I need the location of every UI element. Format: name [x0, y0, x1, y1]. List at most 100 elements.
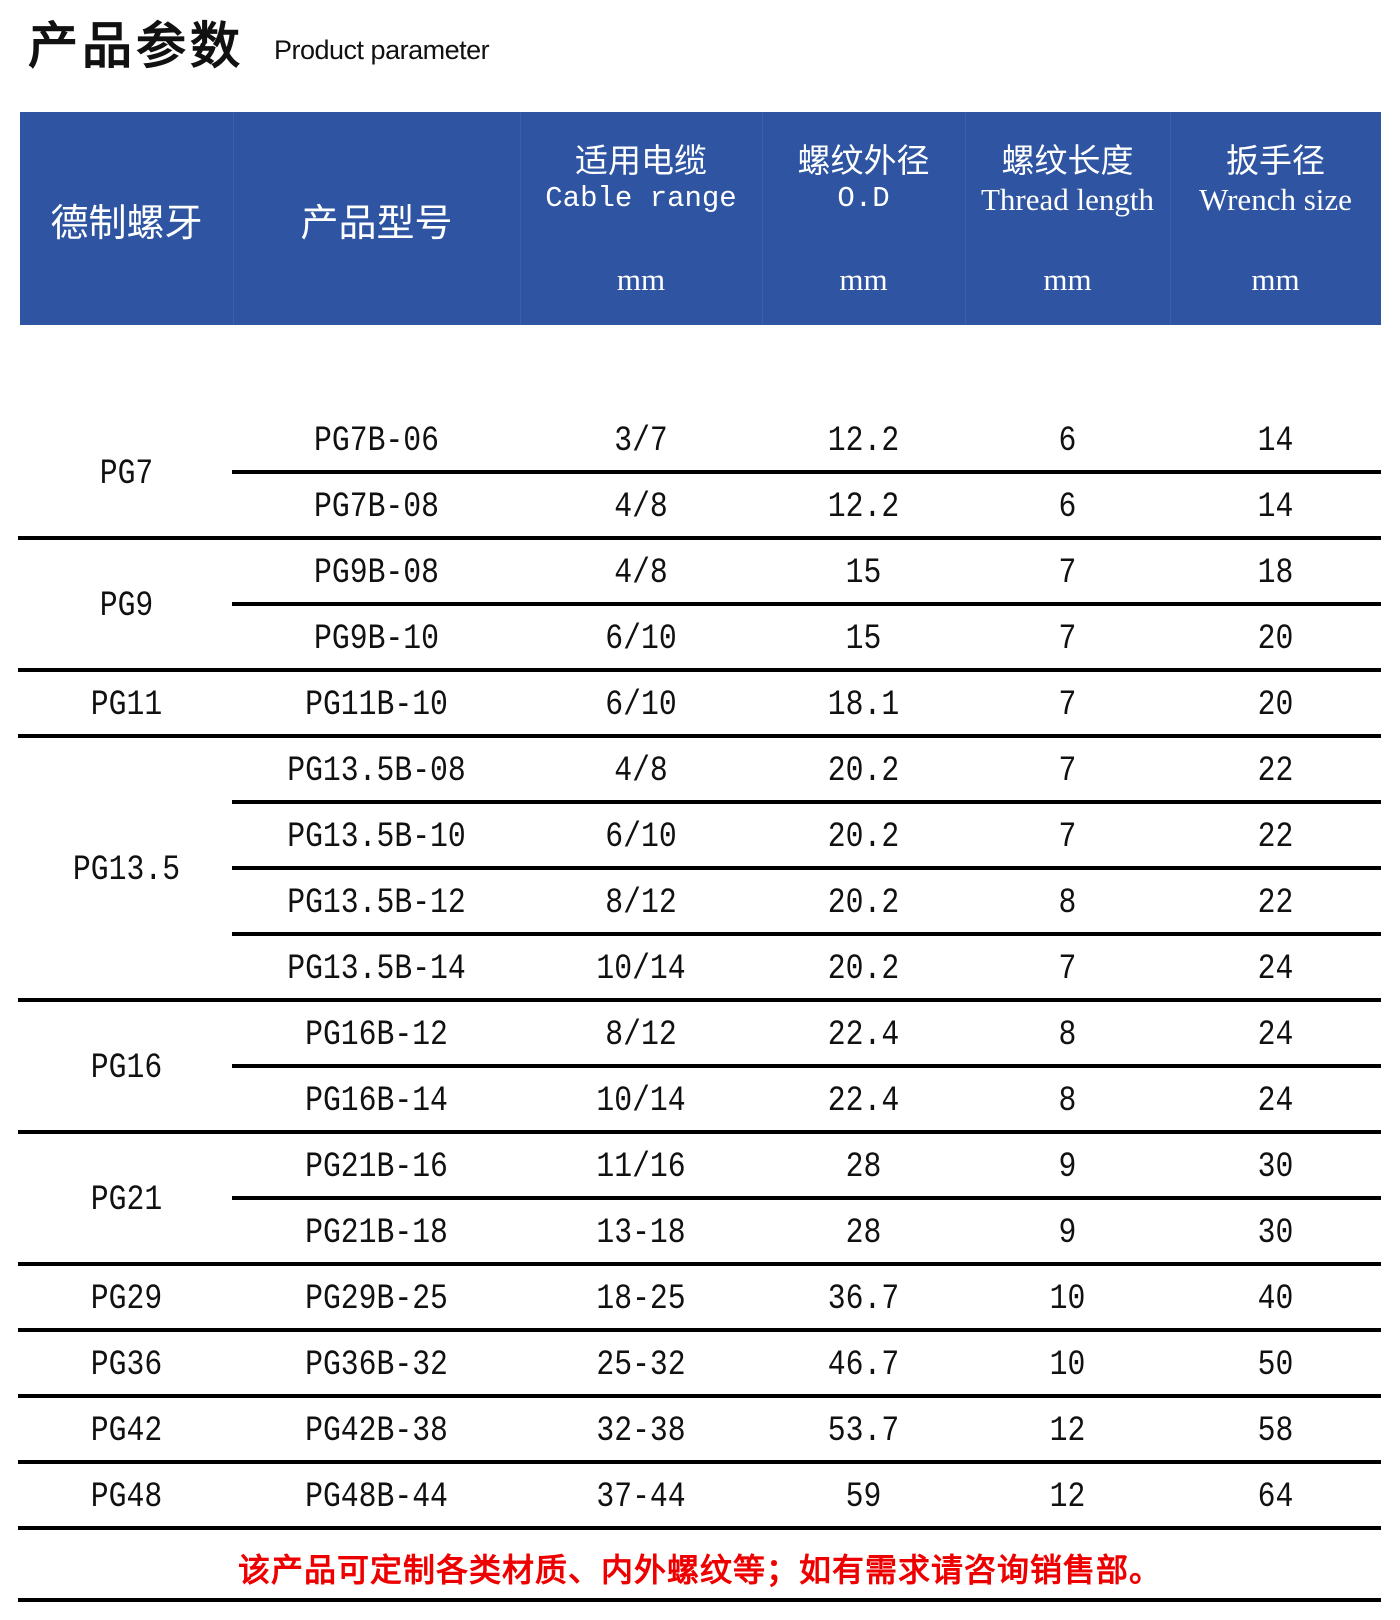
table-row: PG7B-08 4/8 12.2 6 14 [0, 474, 1400, 540]
cell-od: 28 [845, 1213, 882, 1253]
group-divider [18, 1130, 1381, 1134]
row-divider [232, 800, 1381, 804]
header-thread-length: 螺纹长度 Thread length mm [965, 112, 1171, 325]
table-row: PG29B-25 18-25 36.7 10 40 [0, 1266, 1400, 1332]
cell-cable: 25-32 [596, 1345, 686, 1385]
cell-model: PG13.5B-12 [287, 883, 466, 923]
cell-od: 20.2 [827, 817, 900, 857]
row-divider [232, 470, 1381, 474]
cell-od: 12.2 [827, 421, 900, 461]
cell-wrench: 14 [1257, 421, 1294, 461]
cell-length: 12 [1049, 1477, 1086, 1517]
thread-group-label: PG16 [90, 1048, 163, 1088]
cell-model: PG21B-18 [305, 1213, 448, 1253]
header-thread-length-en: Thread length [980, 182, 1154, 217]
cell-length: 7 [1058, 817, 1077, 857]
header-cable-en: Cable range [545, 182, 737, 215]
cell-od: 46.7 [827, 1345, 900, 1385]
cell-cable: 4/8 [614, 751, 668, 791]
cell-wrench: 24 [1257, 1081, 1294, 1121]
group-divider [18, 1328, 1381, 1332]
table-row: PG11B-10 6/10 18.1 7 20 [0, 672, 1400, 738]
table-row: PG21B-18 13-18 28 9 30 [0, 1200, 1400, 1266]
group-divider [18, 1460, 1381, 1464]
header-wrench-cn: 扳手径 [1226, 141, 1325, 180]
cell-od: 20.2 [827, 883, 900, 923]
table-row: PG42B-38 32-38 53.7 12 58 [0, 1398, 1400, 1464]
cell-model: PG36B-32 [305, 1345, 448, 1385]
title-en: Product parameter [274, 35, 490, 65]
cell-cable: 3/7 [614, 421, 668, 461]
cell-wrench: 22 [1257, 751, 1294, 791]
cell-od: 18.1 [827, 685, 900, 725]
table-row: PG13.5B-14 10/14 20.2 7 24 [0, 936, 1400, 1002]
page-title: 产品参数 Product parameter [28, 14, 490, 78]
cell-model: PG16B-14 [305, 1081, 448, 1121]
cell-cable: 11/16 [596, 1147, 686, 1187]
table-row: PG9B-08 4/8 15 7 18 [0, 540, 1400, 606]
group-divider [18, 1526, 1381, 1530]
table-row: PG21B-16 11/16 28 9 30 [0, 1134, 1400, 1200]
cell-cable: 10/14 [596, 949, 686, 989]
cell-od: 15 [845, 553, 882, 593]
cell-cable: 13-18 [596, 1213, 686, 1253]
cell-wrench: 22 [1257, 817, 1294, 857]
cell-cable: 4/8 [614, 553, 668, 593]
cell-model: PG21B-16 [305, 1147, 448, 1187]
group-divider [18, 668, 1381, 672]
table-header: 德制螺牙 产品型号 适用电缆 Cable range mm 螺纹外径 O.D m… [20, 112, 1381, 325]
cell-wrench: 40 [1257, 1279, 1294, 1319]
header-cable: 适用电缆 Cable range mm [520, 112, 763, 325]
cell-wrench: 24 [1257, 1015, 1294, 1055]
cell-length: 7 [1058, 619, 1077, 659]
row-divider [232, 866, 1381, 870]
thread-group-label: PG29 [90, 1279, 163, 1319]
cell-model: PG11B-10 [305, 685, 448, 725]
table-row: PG13.5B-08 4/8 20.2 7 22 [0, 738, 1400, 804]
cell-wrench: 30 [1257, 1147, 1294, 1187]
cell-od: 36.7 [827, 1279, 900, 1319]
header-thread-length-cn: 螺纹长度 [1001, 141, 1134, 180]
cell-model: PG13.5B-14 [287, 949, 466, 989]
cell-length: 9 [1058, 1213, 1077, 1253]
cell-od: 15 [845, 619, 882, 659]
cell-model: PG13.5B-10 [287, 817, 466, 857]
row-divider [232, 932, 1381, 936]
header-od: 螺纹外径 O.D mm [762, 112, 966, 325]
cell-length: 12 [1049, 1411, 1086, 1451]
thread-group-label: PG42 [90, 1411, 163, 1451]
thread-group-label: PG13.5 [72, 850, 181, 890]
header-wrench-en: Wrench size [1199, 182, 1352, 217]
cell-wrench: 20 [1257, 685, 1294, 725]
cell-wrench: 50 [1257, 1345, 1294, 1385]
title-cn: 产品参数 [28, 17, 244, 75]
group-divider [18, 1394, 1381, 1398]
group-divider [18, 1262, 1381, 1266]
cell-od: 12.2 [827, 487, 900, 527]
table-row: PG13.5B-12 8/12 20.2 8 22 [0, 870, 1400, 936]
header-thread: 德制螺牙 [20, 112, 234, 325]
cell-model: PG9B-08 [314, 553, 439, 593]
header-thread-label: 德制螺牙 [50, 201, 203, 245]
cell-length: 6 [1058, 421, 1077, 461]
row-divider [232, 1064, 1381, 1068]
header-model: 产品型号 [233, 112, 521, 325]
cell-length: 9 [1058, 1147, 1077, 1187]
thread-group-label: PG9 [99, 586, 154, 626]
cell-length: 7 [1058, 751, 1077, 791]
cell-model: PG13.5B-08 [287, 751, 466, 791]
cell-wrench: 64 [1257, 1477, 1294, 1517]
group-divider [18, 734, 1381, 738]
cell-model: PG7B-06 [314, 421, 439, 461]
cell-length: 10 [1049, 1345, 1086, 1385]
table-row: PG9B-10 6/10 15 7 20 [0, 606, 1400, 672]
header-cable-unit: mm [616, 262, 666, 297]
cell-length: 10 [1049, 1279, 1086, 1319]
bottom-divider [18, 1598, 1381, 1602]
cell-cable: 8/12 [605, 1015, 677, 1055]
cell-length: 7 [1058, 685, 1077, 725]
thread-group-label: PG21 [90, 1180, 163, 1220]
thread-group-label: PG7 [99, 454, 154, 494]
cell-model: PG42B-38 [305, 1411, 448, 1451]
cell-od: 20.2 [827, 949, 900, 989]
